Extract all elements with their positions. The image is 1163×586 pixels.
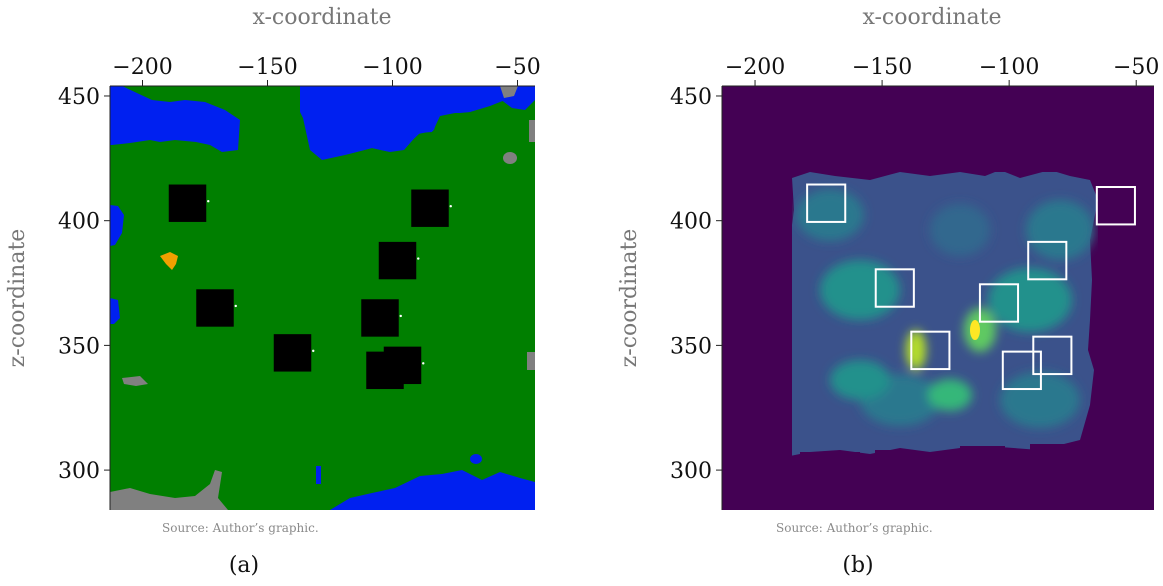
marker-point xyxy=(234,304,237,308)
marker-point xyxy=(422,362,425,365)
panel-a-x-tick-label: −100 xyxy=(362,55,422,80)
panel-b-x-tick-label: −50 xyxy=(1113,55,1159,80)
stone-strip xyxy=(527,352,535,370)
panel-b-y-axis-label: z-coordinate xyxy=(617,229,642,368)
panel-b-x-tick-label: −100 xyxy=(979,55,1039,80)
stone-patch-southwest xyxy=(122,376,148,386)
marker-square xyxy=(411,189,449,227)
marker-point xyxy=(207,200,210,203)
panel-b-outlines xyxy=(806,183,1136,391)
panel-a-x-tick-label: −50 xyxy=(494,55,540,80)
panel-a-y-tick-label: 450 xyxy=(58,85,100,110)
panel-a-y-tick-label: 300 xyxy=(58,459,100,484)
panel-b-y-tick-label: 300 xyxy=(670,459,712,484)
marker-square xyxy=(196,289,234,327)
outlined-square xyxy=(1001,350,1042,391)
outlined-square xyxy=(1027,240,1068,281)
outlined-square xyxy=(1095,186,1136,226)
marker-square xyxy=(378,241,417,280)
panel-b: x-coordinate z-coordinate xyxy=(617,5,1159,578)
outlined-square xyxy=(806,183,847,223)
panel-a-y-tick-label: 350 xyxy=(58,334,100,359)
water-region-south xyxy=(330,470,535,510)
outlined-square xyxy=(910,330,951,371)
outlined-square xyxy=(874,268,915,308)
panel-b-caption: (b) xyxy=(842,553,873,578)
heatmap-peak xyxy=(970,320,980,340)
stone-patch-northeast xyxy=(500,86,518,98)
marker-square xyxy=(383,346,422,385)
panel-a-terrain-map xyxy=(110,86,535,510)
panel-a-x-tick-label: −150 xyxy=(237,55,297,80)
panel-a-x-tick-label: −200 xyxy=(112,55,172,80)
water-region-northwest xyxy=(110,86,240,152)
water-region-west-edge xyxy=(110,298,120,324)
pond xyxy=(470,454,482,464)
water-region-northeast xyxy=(300,86,535,160)
panel-b-x-axis-label: x-coordinate xyxy=(862,5,1001,30)
panel-b-ticks: −200 −150 −100 −50 300 350 400 450 xyxy=(670,55,1159,484)
panel-b-x-tick-label: −150 xyxy=(852,55,912,80)
stone-patch-east xyxy=(529,120,535,142)
outlined-square xyxy=(1032,335,1073,376)
panel-b-y-tick-label: 450 xyxy=(670,85,712,110)
panel-a-x-axis-label: x-coordinate xyxy=(252,5,391,30)
panel-a-y-axis-label: z-coordinate xyxy=(5,229,30,368)
panel-a-markers xyxy=(168,184,452,390)
panel-b-y-tick-label: 350 xyxy=(670,334,712,359)
stream xyxy=(316,466,321,484)
panel-b-x-tick-label: −200 xyxy=(725,55,785,80)
panel-a-caption: (a) xyxy=(229,553,259,578)
marker-point xyxy=(399,314,402,318)
water-region-west xyxy=(110,205,124,246)
stone-boulder xyxy=(503,152,517,164)
panel-a-source-note: Source: Author’s graphic. xyxy=(162,521,319,535)
marker-point xyxy=(312,349,315,353)
panel-b-y-tick-label: 400 xyxy=(670,210,712,235)
stone-patch-south xyxy=(110,470,228,510)
panel-a: x-coordinate z-coordinate xyxy=(5,5,541,578)
marker-point xyxy=(417,257,420,260)
marker-square xyxy=(273,334,312,372)
heatmap-notches xyxy=(722,86,1154,510)
outlined-square xyxy=(978,283,1020,323)
panel-a-y-tick-label: 400 xyxy=(58,210,100,235)
lava-patch xyxy=(160,252,178,270)
panel-a-ticks: −200 −150 −100 −50 300 350 400 450 xyxy=(58,55,541,484)
marker-square xyxy=(361,299,399,337)
marker-point xyxy=(449,205,452,208)
panel-b-heatmap xyxy=(722,86,1154,510)
marker-square xyxy=(168,184,207,222)
panel-b-source-note: Source: Author’s graphic. xyxy=(776,521,933,535)
